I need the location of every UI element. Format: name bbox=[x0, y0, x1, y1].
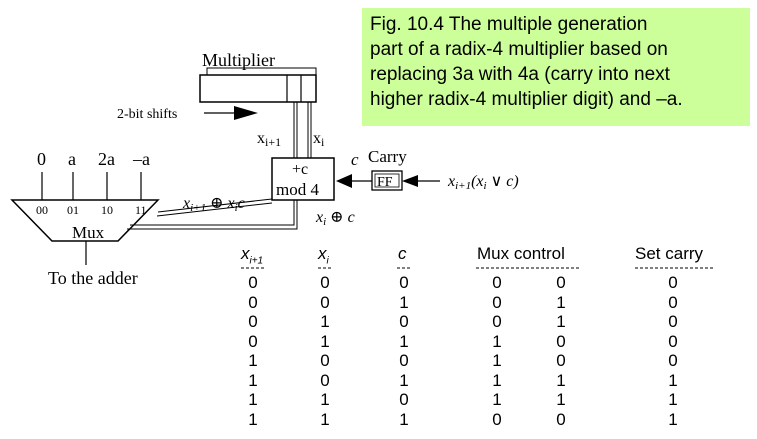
control-wires bbox=[127, 198, 298, 230]
table-cell: 0 bbox=[248, 312, 258, 331]
table-cell: 0 bbox=[556, 331, 566, 351]
mux-input-2: 2a bbox=[98, 149, 115, 169]
adder-label: To the adder bbox=[48, 268, 138, 288]
multiplier-label: Multiplier bbox=[202, 50, 275, 70]
table-cell: 1 bbox=[399, 292, 409, 312]
table-cell: 1 bbox=[248, 409, 258, 429]
table-cell: 1 bbox=[399, 370, 409, 390]
table-cell: 1 bbox=[248, 351, 258, 370]
xor-lower-x: x bbox=[315, 209, 323, 226]
header-c: c bbox=[398, 244, 407, 263]
table-cell: 0 bbox=[556, 409, 566, 429]
table-cell: 0 bbox=[492, 312, 502, 331]
svg-text:xi: xi bbox=[313, 130, 325, 149]
table-cell: 0 bbox=[399, 351, 409, 370]
svg-text:xi+1: xi+1 bbox=[257, 130, 281, 149]
mux-shape bbox=[10, 199, 160, 242]
table-cell: 0 bbox=[399, 273, 409, 292]
table-cell: 1 bbox=[668, 370, 678, 390]
table-cell: 1 bbox=[492, 390, 502, 409]
xor-upper-x: x bbox=[182, 195, 190, 212]
xi1-label: x bbox=[257, 130, 265, 147]
table-cell: 0 bbox=[556, 351, 566, 370]
table-cell: 0 bbox=[320, 351, 330, 370]
table-cell: 0 bbox=[320, 292, 330, 312]
header-x-i: xi bbox=[318, 244, 329, 267]
table-cell: 0 bbox=[248, 331, 258, 351]
table-cell: 1 bbox=[492, 331, 502, 351]
mux-input-1: a bbox=[68, 149, 76, 169]
table-cell: 0 bbox=[492, 409, 502, 429]
table-cell: 1 bbox=[320, 409, 330, 429]
table-cell: 0 bbox=[668, 312, 678, 331]
table-cell: 1 bbox=[320, 331, 330, 351]
table-cell: 0 bbox=[320, 273, 330, 292]
mux-input-0: 0 bbox=[37, 149, 46, 169]
table-cell: 0 bbox=[668, 273, 678, 292]
ff-out-head bbox=[336, 174, 352, 188]
mux-code-2: 10 bbox=[101, 203, 113, 217]
table-cell: 1 bbox=[492, 370, 502, 390]
table-cell: 0 bbox=[668, 292, 678, 312]
mux-input-lines bbox=[41, 172, 142, 200]
plusc-label: +c bbox=[292, 161, 308, 178]
shift-arrow-head bbox=[234, 106, 258, 120]
table-cell: 1 bbox=[320, 390, 330, 409]
caption-line-2: part of a radix-4 multiplier based on bbox=[370, 39, 668, 60]
table-cell: 0 bbox=[492, 292, 502, 312]
carry-input-x: x bbox=[447, 173, 455, 190]
shifts-label: 2-bit shifts bbox=[117, 107, 177, 122]
table-cell: 1 bbox=[248, 370, 258, 390]
caption-line-4: higher radix-4 multiplier digit) and –a. bbox=[370, 89, 683, 110]
carry-label: Carry bbox=[368, 147, 407, 166]
table-cell: 1 bbox=[320, 312, 330, 331]
mux-input-3: –a bbox=[132, 149, 150, 169]
multiplier-register bbox=[199, 67, 317, 103]
svg-text:xi ⊕ c: xi ⊕ c bbox=[315, 209, 355, 228]
table-cell: 0 bbox=[399, 390, 409, 409]
mux-code-1: 01 bbox=[67, 203, 79, 217]
table-cell: 1 bbox=[248, 390, 258, 409]
table-cell: 0 bbox=[248, 292, 258, 312]
table-cell: 1 bbox=[399, 409, 409, 429]
mod4-label: mod 4 bbox=[276, 180, 319, 199]
svg-text:xi+1(xi ∨ c): xi+1(xi ∨ c) bbox=[447, 173, 519, 192]
svg-text:xi+1 ⊕ xic: xi+1 ⊕ xic bbox=[182, 195, 245, 214]
mux-code-0: 00 bbox=[36, 203, 48, 217]
figure-caption: Fig. 10.4 The multiple generation part o… bbox=[362, 8, 750, 126]
xi-sub: i bbox=[321, 135, 325, 149]
c-label: c bbox=[351, 150, 359, 169]
table-cell: 0 bbox=[248, 273, 258, 292]
table-cell: 1 bbox=[668, 409, 678, 429]
carry-in-head bbox=[402, 175, 418, 187]
table-cell: 1 bbox=[556, 390, 566, 409]
table-cell: 1 bbox=[668, 390, 678, 409]
table-cell: 0 bbox=[556, 273, 566, 292]
mux-label: Mux bbox=[72, 223, 105, 242]
table-cell: 1 bbox=[399, 331, 409, 351]
table-cell: 0 bbox=[399, 312, 409, 331]
xi1-sub: i+1 bbox=[265, 135, 281, 149]
table-cell: 1 bbox=[556, 370, 566, 390]
table-cell: 0 bbox=[668, 351, 678, 370]
xi-label: x bbox=[313, 130, 321, 147]
header-set-carry: Set carry bbox=[635, 244, 704, 263]
table-cell: 0 bbox=[668, 331, 678, 351]
register-wires bbox=[293, 102, 312, 158]
table-cell: 0 bbox=[492, 273, 502, 292]
table-cell: 1 bbox=[556, 312, 566, 331]
header-x-next: xi+1 bbox=[241, 244, 264, 267]
caption-line-3: replacing 3a with 4a (carry into next bbox=[370, 64, 670, 85]
table-cell: 1 bbox=[492, 351, 502, 370]
table-cell: 1 bbox=[556, 292, 566, 312]
caption-line-1: Fig. 10.4 The multiple generation bbox=[370, 14, 648, 35]
mod4-box bbox=[271, 157, 335, 201]
ff-label: FF bbox=[377, 175, 393, 190]
mux-code-3: 11 bbox=[135, 203, 147, 217]
table-cell: 0 bbox=[320, 370, 330, 390]
header-mux-control: Mux control bbox=[477, 244, 565, 263]
